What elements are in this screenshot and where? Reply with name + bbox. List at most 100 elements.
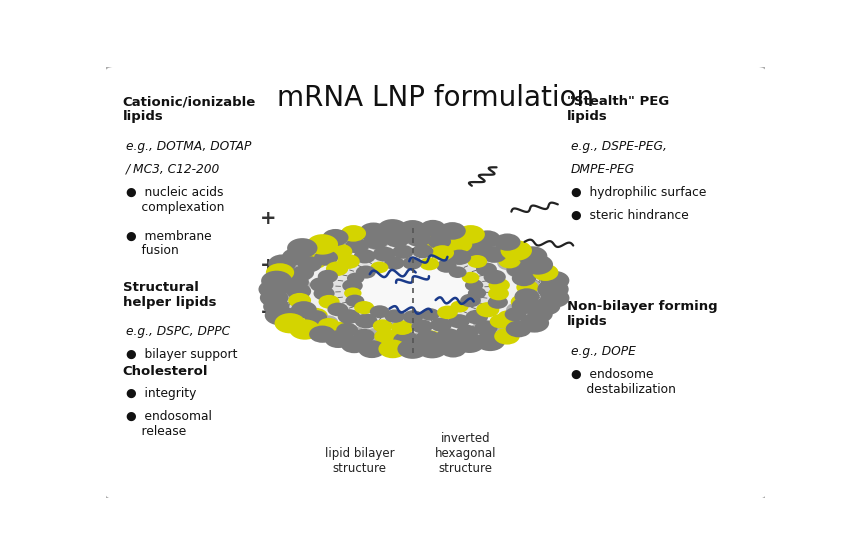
Circle shape [291,270,310,283]
Circle shape [513,270,536,285]
Circle shape [527,306,552,323]
Circle shape [465,279,484,291]
Circle shape [494,328,519,344]
Circle shape [454,333,484,353]
Circle shape [468,255,487,268]
Circle shape [431,245,454,260]
Circle shape [346,238,369,254]
Circle shape [437,306,458,319]
Ellipse shape [301,241,524,338]
Circle shape [327,302,348,316]
Ellipse shape [263,225,562,354]
Circle shape [284,285,307,300]
Circle shape [446,236,473,253]
Circle shape [385,233,405,246]
Circle shape [440,340,467,357]
Circle shape [517,287,539,301]
Circle shape [420,258,439,270]
Text: ●  endosomal
    release: ● endosomal release [126,410,212,438]
Circle shape [456,325,479,339]
Circle shape [520,279,541,292]
Circle shape [258,279,288,299]
Text: Structural
helper lipids: Structural helper lipids [122,281,216,309]
Text: "Stealth" PEG
lipids: "Stealth" PEG lipids [568,95,670,123]
Circle shape [511,295,534,309]
Circle shape [420,220,446,237]
Circle shape [360,222,388,241]
Circle shape [532,264,558,281]
Circle shape [314,250,338,266]
Circle shape [286,283,311,300]
Circle shape [412,244,434,258]
Circle shape [354,301,374,314]
Circle shape [292,260,316,276]
Circle shape [354,329,375,343]
Text: ●  integrity: ● integrity [126,387,196,400]
Circle shape [289,319,320,340]
Circle shape [474,320,497,335]
Circle shape [415,330,440,347]
Circle shape [518,246,547,266]
Circle shape [337,323,358,337]
Circle shape [347,273,365,284]
Text: mRNA LNP formulation: mRNA LNP formulation [277,85,594,113]
Circle shape [449,267,467,278]
Circle shape [261,270,292,291]
Circle shape [474,230,501,248]
FancyBboxPatch shape [105,66,767,500]
Circle shape [356,265,376,279]
Circle shape [541,288,570,307]
Ellipse shape [319,249,507,330]
Circle shape [303,308,328,324]
Circle shape [315,246,340,263]
Circle shape [421,308,439,321]
Circle shape [309,325,336,343]
Circle shape [371,262,388,273]
Text: e.g., DOPE: e.g., DOPE [570,345,636,358]
Circle shape [484,270,506,284]
Circle shape [506,320,531,337]
Circle shape [358,340,386,358]
Text: DMPE-PEG: DMPE-PEG [570,163,635,176]
Circle shape [398,339,428,359]
Circle shape [450,301,468,312]
Circle shape [468,287,486,299]
Circle shape [266,263,294,282]
Circle shape [514,288,540,305]
Text: lipid bilayer
structure: lipid bilayer structure [325,447,394,475]
Circle shape [373,319,393,332]
Circle shape [400,332,422,346]
Circle shape [522,255,553,275]
Circle shape [498,254,521,268]
Circle shape [497,310,518,323]
Circle shape [337,309,360,324]
Circle shape [462,272,479,283]
Circle shape [374,329,398,344]
Text: ●  bilayer support: ● bilayer support [126,348,237,361]
Text: e.g., DSPC, DPPC: e.g., DSPC, DPPC [126,325,230,338]
Circle shape [384,256,405,270]
Circle shape [488,317,511,332]
Circle shape [394,332,420,349]
Circle shape [349,239,370,253]
Circle shape [337,254,360,269]
Circle shape [328,321,350,336]
Circle shape [322,229,348,246]
Circle shape [416,338,448,358]
Circle shape [399,220,427,238]
Text: e.g., DSPE-PEG,: e.g., DSPE-PEG, [570,140,666,153]
Circle shape [475,332,505,351]
Circle shape [471,321,495,337]
Circle shape [466,310,488,324]
Circle shape [476,263,497,276]
Circle shape [490,248,512,262]
Circle shape [289,294,310,308]
Text: +: + [259,256,276,275]
Circle shape [345,295,365,307]
Circle shape [421,232,445,248]
Circle shape [403,310,423,324]
Circle shape [533,297,560,315]
Circle shape [439,222,466,240]
Circle shape [318,318,339,332]
Circle shape [310,277,333,292]
